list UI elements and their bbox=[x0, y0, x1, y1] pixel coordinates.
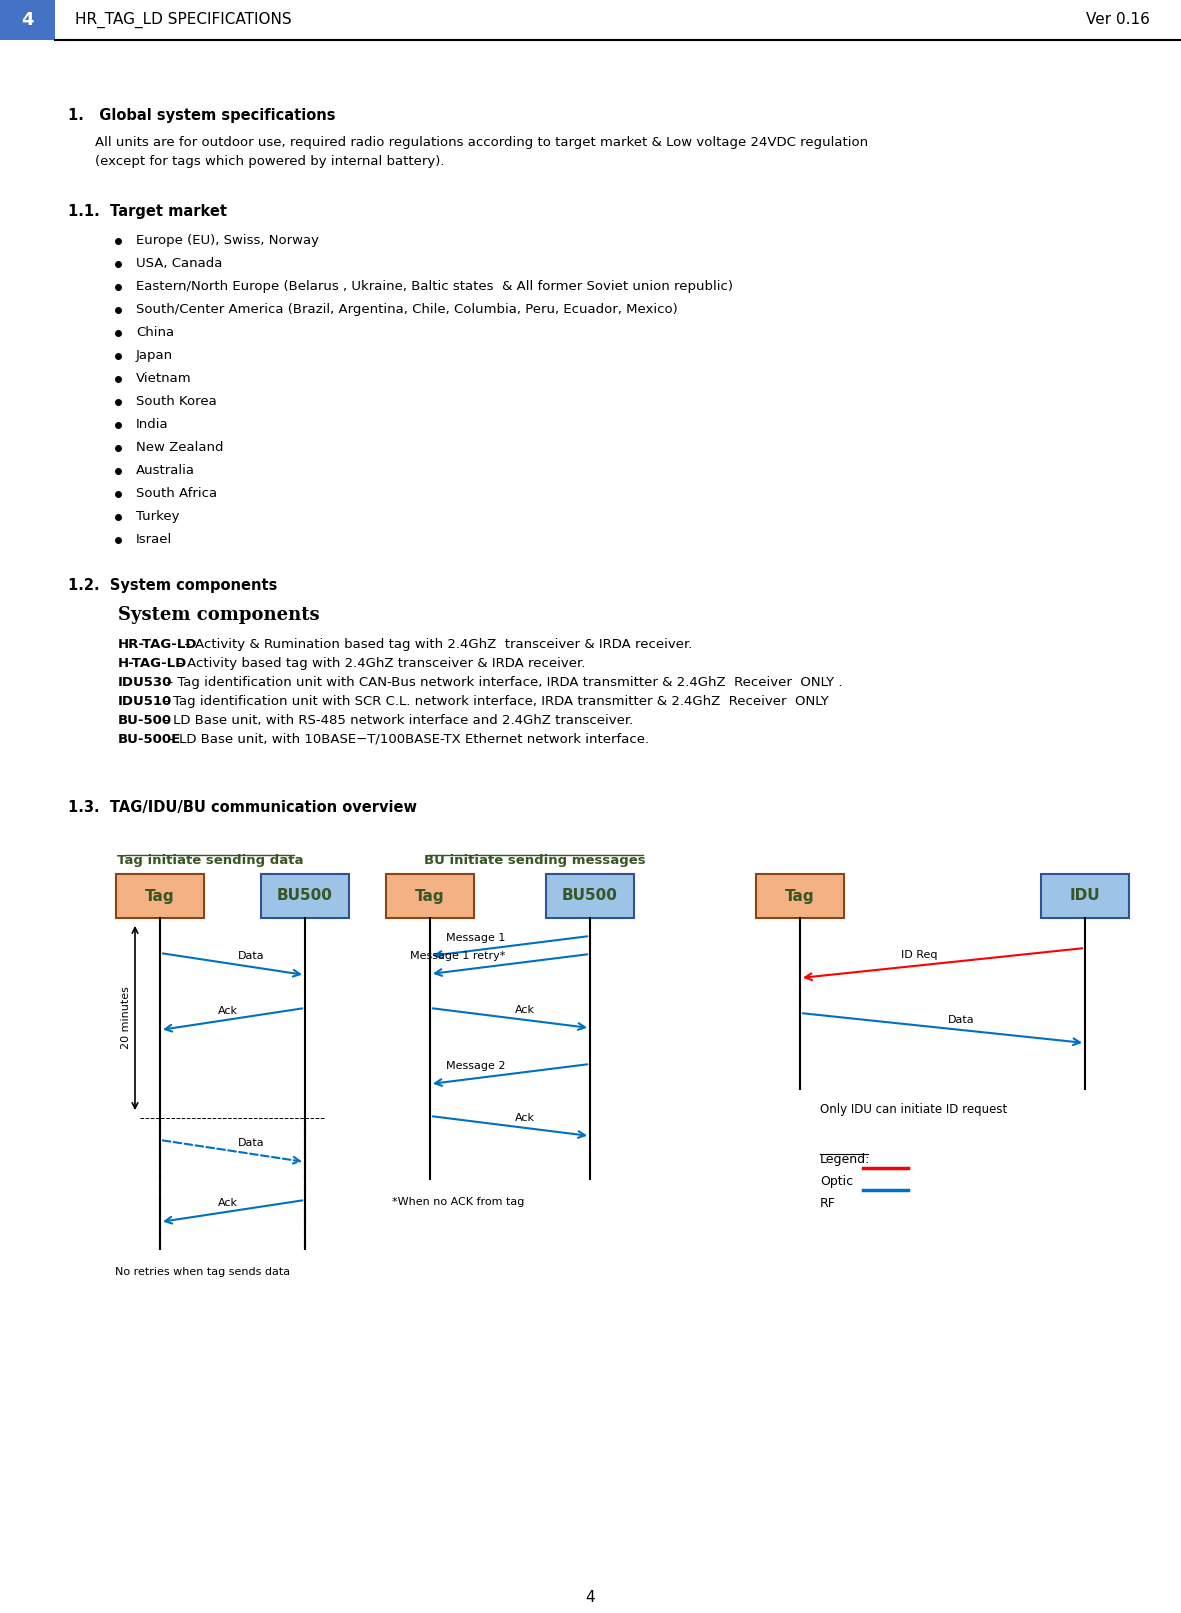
Text: Japan: Japan bbox=[136, 348, 174, 361]
Text: Optic: Optic bbox=[820, 1174, 853, 1189]
Text: 4: 4 bbox=[21, 11, 33, 29]
Text: Ack: Ack bbox=[515, 1113, 535, 1123]
Text: Israel: Israel bbox=[136, 532, 172, 545]
Text: 4: 4 bbox=[586, 1590, 595, 1605]
Text: China: China bbox=[136, 326, 174, 339]
Text: RF: RF bbox=[820, 1197, 836, 1210]
Text: Ack: Ack bbox=[515, 1005, 535, 1015]
Text: HR-TAG-LD: HR-TAG-LD bbox=[118, 639, 197, 652]
Text: 1.3.  TAG/IDU/BU communication overview: 1.3. TAG/IDU/BU communication overview bbox=[68, 800, 417, 815]
Text: South Korea: South Korea bbox=[136, 395, 217, 408]
Text: South Africa: South Africa bbox=[136, 487, 217, 500]
Bar bbox=[261, 874, 350, 918]
Text: Data: Data bbox=[947, 1015, 974, 1024]
Text: – LD Base unit, with RS-485 network interface and 2.4GhZ transceiver.: – LD Base unit, with RS-485 network inte… bbox=[158, 715, 633, 727]
Text: BU initiate sending messages: BU initiate sending messages bbox=[424, 853, 646, 868]
Text: No retries when tag sends data: No retries when tag sends data bbox=[115, 1266, 291, 1277]
Bar bbox=[386, 874, 474, 918]
Text: Message 1: Message 1 bbox=[445, 932, 505, 944]
Text: Eastern/North Europe (Belarus , Ukraine, Baltic states  & All former Soviet unio: Eastern/North Europe (Belarus , Ukraine,… bbox=[136, 281, 733, 294]
Text: BU-500: BU-500 bbox=[118, 715, 172, 727]
Text: Legend:: Legend: bbox=[820, 1153, 870, 1166]
Bar bbox=[0, 0, 56, 40]
Bar bbox=[116, 874, 204, 918]
Text: 1.2.  System components: 1.2. System components bbox=[68, 577, 278, 594]
Text: BU500: BU500 bbox=[278, 889, 333, 903]
Bar bbox=[1040, 874, 1129, 918]
Text: 1.   Global system specifications: 1. Global system specifications bbox=[68, 108, 335, 123]
Text: Australia: Australia bbox=[136, 465, 195, 477]
Text: USA, Canada: USA, Canada bbox=[136, 256, 222, 269]
Text: Tag: Tag bbox=[416, 889, 445, 903]
Text: – Activity based tag with 2.4GhZ transceiver & IRDA receiver.: – Activity based tag with 2.4GhZ transce… bbox=[172, 656, 586, 669]
Text: Ack: Ack bbox=[217, 1007, 237, 1016]
Text: Data: Data bbox=[237, 952, 265, 961]
Text: – LD Base unit, with 10BASE−T/100BASE-TX Ethernet network interface.: – LD Base unit, with 10BASE−T/100BASE-TX… bbox=[164, 732, 650, 745]
Text: Message 2: Message 2 bbox=[445, 1061, 505, 1071]
Bar bbox=[756, 874, 844, 918]
Text: Turkey: Turkey bbox=[136, 510, 180, 523]
Text: – Tag identification unit with CAN-Bus network interface, IRDA transmitter & 2.4: – Tag identification unit with CAN-Bus n… bbox=[158, 676, 842, 689]
Text: 1.1.  Target market: 1.1. Target market bbox=[68, 203, 227, 219]
Text: Tag: Tag bbox=[145, 889, 175, 903]
Text: *When no ACK from tag: *When no ACK from tag bbox=[392, 1197, 524, 1207]
Text: Vietnam: Vietnam bbox=[136, 373, 191, 386]
Text: ID Req: ID Req bbox=[901, 950, 938, 960]
Text: South/Center America (Brazil, Argentina, Chile, Columbia, Peru, Ecuador, Mexico): South/Center America (Brazil, Argentina,… bbox=[136, 303, 678, 316]
Text: – Activity & Rumination based tag with 2.4GhZ  transceiver & IRDA receiver.: – Activity & Rumination based tag with 2… bbox=[180, 639, 692, 652]
Text: Europe (EU), Swiss, Norway: Europe (EU), Swiss, Norway bbox=[136, 234, 319, 247]
Text: 20 minutes: 20 minutes bbox=[120, 987, 131, 1050]
Text: HR_TAG_LD SPECIFICATIONS: HR_TAG_LD SPECIFICATIONS bbox=[76, 11, 292, 27]
Text: H-TAG-LD: H-TAG-LD bbox=[118, 656, 188, 669]
Text: Tag: Tag bbox=[785, 889, 815, 903]
Text: System components: System components bbox=[118, 606, 320, 624]
Text: IDU530: IDU530 bbox=[118, 676, 172, 689]
Text: New Zealand: New Zealand bbox=[136, 440, 223, 453]
Text: Data: Data bbox=[237, 1139, 265, 1148]
Text: IDU: IDU bbox=[1070, 889, 1101, 903]
Text: IDU510: IDU510 bbox=[118, 695, 172, 708]
Text: Message 1 retry*: Message 1 retry* bbox=[410, 952, 505, 961]
Text: – Tag identification unit with SCR C.L. network interface, IRDA transmitter & 2.: – Tag identification unit with SCR C.L. … bbox=[158, 695, 829, 708]
Text: BU-500E: BU-500E bbox=[118, 732, 181, 745]
Text: India: India bbox=[136, 418, 169, 431]
Text: Tag initiate sending data: Tag initiate sending data bbox=[117, 853, 304, 868]
Text: Ack: Ack bbox=[217, 1198, 237, 1208]
Bar bbox=[546, 874, 634, 918]
Text: Only IDU can initiate ID request: Only IDU can initiate ID request bbox=[820, 1103, 1007, 1116]
Text: Ver 0.16: Ver 0.16 bbox=[1087, 13, 1150, 27]
Text: BU500: BU500 bbox=[562, 889, 618, 903]
Text: All units are for outdoor use, required radio regulations according to target ma: All units are for outdoor use, required … bbox=[94, 135, 868, 168]
